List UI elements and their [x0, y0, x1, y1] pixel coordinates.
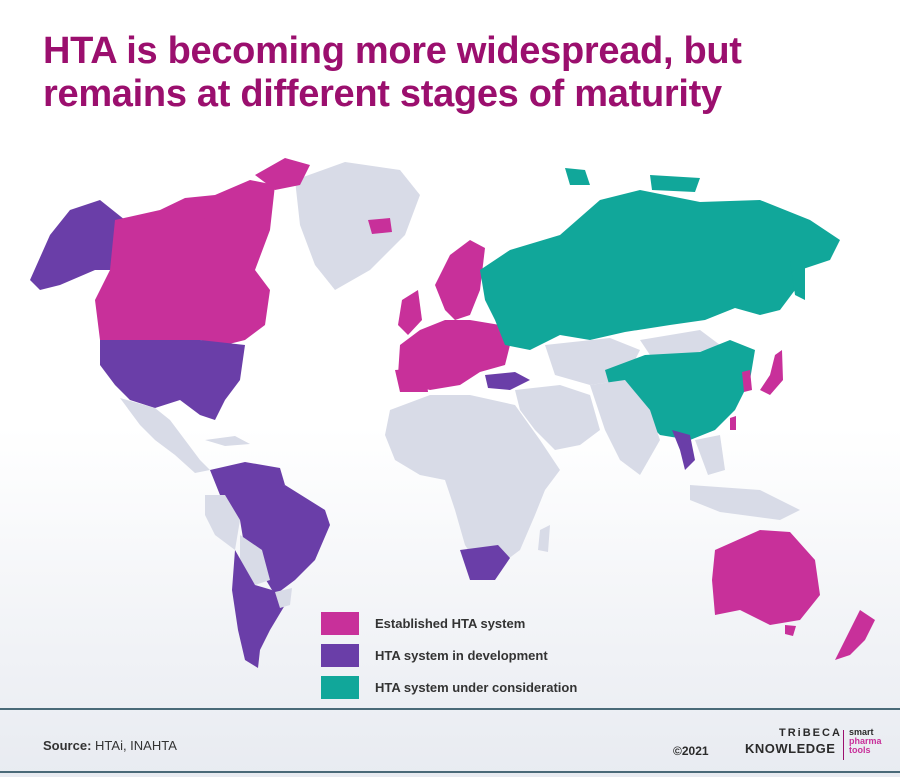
- taiwan: [730, 416, 736, 430]
- middle-east: [515, 385, 600, 450]
- madagascar: [538, 525, 550, 552]
- legend-swatch-established: [321, 612, 359, 635]
- russia: [480, 190, 840, 350]
- brand-logo: TRiBECA KNOWLEDGE smart pharma tools: [715, 727, 885, 763]
- colombia-venezuela: [210, 462, 285, 495]
- new-zealand: [835, 610, 875, 660]
- legend: Established HTA system HTA system in dev…: [321, 610, 577, 706]
- australia: [712, 530, 820, 625]
- source-label: Source:: [43, 738, 92, 753]
- source-note: Source: HTAi, INAHTA: [43, 738, 177, 753]
- iceland: [368, 218, 392, 234]
- brand-divider: [843, 730, 844, 760]
- legend-label: HTA system in development: [375, 648, 548, 663]
- canada: [95, 180, 275, 345]
- korea: [742, 370, 752, 392]
- footer-divider-top: [0, 708, 900, 710]
- alaska: [30, 200, 125, 290]
- brand-name-bottom: KNOWLEDGE: [745, 741, 836, 756]
- thailand: [672, 430, 695, 470]
- legend-item-established: Established HTA system: [321, 610, 577, 637]
- ecuador-peru: [205, 495, 240, 550]
- mexico: [120, 398, 210, 473]
- brand-tagline-3: tools: [849, 745, 871, 755]
- legend-item-development: HTA system in development: [321, 642, 577, 669]
- legend-label: HTA system under consideration: [375, 680, 578, 695]
- africa: [385, 395, 560, 568]
- scandinavia: [435, 240, 485, 320]
- iberia: [395, 368, 428, 392]
- usa: [100, 340, 245, 420]
- brazil: [225, 485, 330, 595]
- legend-swatch-development: [321, 644, 359, 667]
- western-europe: [398, 320, 510, 390]
- legend-swatch-consideration: [321, 676, 359, 699]
- brand-tagline-1: smart: [849, 727, 874, 737]
- copyright: ©2021: [673, 744, 709, 758]
- uruguay: [275, 588, 292, 608]
- mongolia: [640, 330, 720, 355]
- sakhalin-kamchatka: [790, 250, 805, 300]
- greenland: [295, 162, 420, 290]
- southeast-asia: [690, 435, 800, 520]
- brand-tagline: smart pharma tools: [849, 728, 882, 755]
- brand-tagline-2: pharma: [849, 736, 882, 746]
- south-africa: [460, 545, 510, 580]
- argentina-chile: [232, 550, 285, 668]
- canada-islands: [175, 158, 310, 225]
- footer-divider-bottom: [0, 771, 900, 773]
- world-map: [30, 158, 875, 668]
- japan: [760, 350, 783, 395]
- legend-label: Established HTA system: [375, 616, 526, 631]
- south-asia: [590, 380, 660, 475]
- source-text: HTAi, INAHTA: [95, 738, 177, 753]
- caribbean: [205, 436, 250, 446]
- tasmania: [785, 625, 796, 636]
- arctic-islands: [565, 168, 700, 192]
- page-title: HTA is becoming more widespread, but rem…: [43, 30, 742, 115]
- legend-item-consideration: HTA system under consideration: [321, 674, 577, 701]
- brand-name-top: TRiBECA: [779, 727, 842, 739]
- uk-ireland: [398, 290, 422, 335]
- turkey: [485, 372, 530, 390]
